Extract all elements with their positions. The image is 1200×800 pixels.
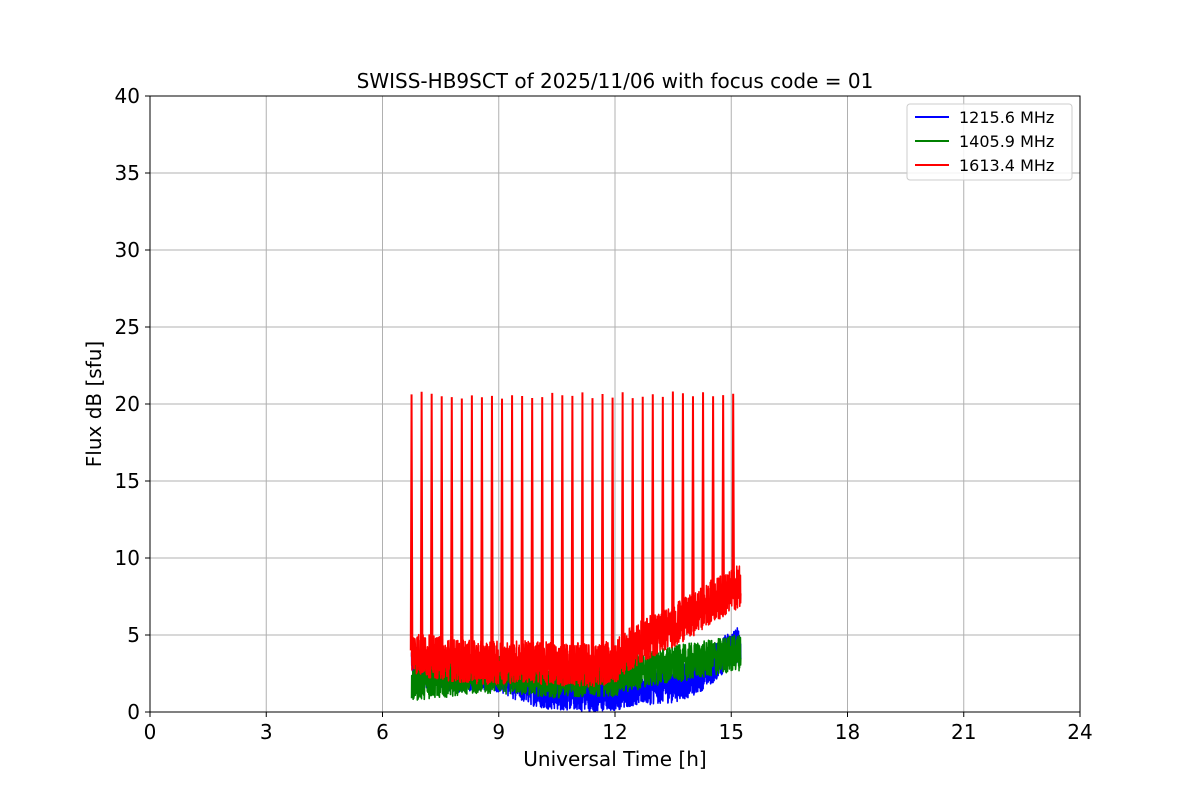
x-tick-label: 6	[376, 720, 389, 744]
legend-box	[906, 103, 1073, 181]
series-3-spike	[500, 398, 504, 663]
y-tick-label: 0	[127, 700, 140, 724]
series-3-spike	[630, 398, 635, 648]
y-tick-label: 5	[127, 623, 140, 647]
series-3-spike	[470, 395, 474, 663]
series-3-spike	[570, 395, 575, 665]
series-3-spike	[520, 395, 524, 662]
series-3-spike	[510, 395, 514, 662]
series-3-spike	[701, 392, 705, 608]
x-tick-label: 21	[951, 720, 976, 744]
legend: 1215.6 MHz 1405.9 MHz 1613.4 MHz	[906, 103, 1073, 181]
y-tick-label: 20	[115, 392, 140, 416]
series-3-spike	[731, 393, 735, 591]
series-lines	[409, 391, 742, 713]
x-axis-label: Universal Time [h]	[523, 747, 706, 771]
series-3-spike	[409, 394, 414, 651]
series-3-spike	[580, 392, 585, 665]
series-3-spike	[661, 396, 665, 631]
series-3-spike	[560, 395, 565, 665]
series-3-spike	[671, 391, 675, 626]
x-tick-label: 18	[835, 720, 860, 744]
y-tick-label: 40	[115, 84, 140, 108]
series-3-spike	[610, 397, 615, 662]
series-3-spike	[439, 396, 444, 659]
x-tick-label: 0	[144, 720, 157, 744]
series-3-spike	[691, 396, 695, 615]
series-3-spike	[550, 392, 555, 664]
series-3-spike	[651, 394, 655, 636]
series-3-spike	[490, 395, 494, 663]
series-3-spike	[480, 397, 484, 663]
x-tick-label: 15	[719, 720, 744, 744]
series-3-spike	[620, 392, 625, 656]
series-3-spike	[419, 391, 424, 656]
legend-entry: 1215.6 MHz	[959, 108, 1054, 127]
x-tick-label: 3	[260, 720, 273, 744]
y-axis-label: Flux dB [sfu]	[82, 341, 106, 467]
series-3-spike	[681, 393, 685, 621]
series-3-spike	[711, 396, 715, 601]
series-3-spike	[721, 395, 725, 596]
y-tick-label: 15	[115, 469, 140, 493]
y-tick-label: 10	[115, 546, 140, 570]
ticks: 0 3 6 9 12 15 18 21 24 0 5 10 15 20 25 30 35 40	[115, 84, 1093, 744]
y-tick-label: 25	[115, 315, 140, 339]
y-tick-label: 30	[115, 238, 140, 262]
series-3-spike	[530, 397, 534, 663]
series-3-spike	[460, 398, 464, 662]
x-tick-label: 9	[492, 720, 505, 744]
legend-entry: 1613.4 MHz	[959, 156, 1054, 175]
series-3-spike	[600, 393, 605, 665]
chart-title: SWISS-HB9SCT of 2025/11/06 with focus co…	[357, 69, 874, 93]
series-3-spike	[449, 397, 454, 660]
legend-entry: 1405.9 MHz	[959, 132, 1054, 151]
x-tick-label: 24	[1067, 720, 1092, 744]
series-line-3	[410, 565, 742, 688]
x-tick-label: 12	[602, 720, 627, 744]
series-3-spike	[640, 396, 645, 642]
series-3-spike	[540, 397, 544, 664]
y-tick-label: 35	[115, 161, 140, 185]
series-3-spike	[590, 398, 595, 666]
series-3-spike	[429, 393, 434, 657]
